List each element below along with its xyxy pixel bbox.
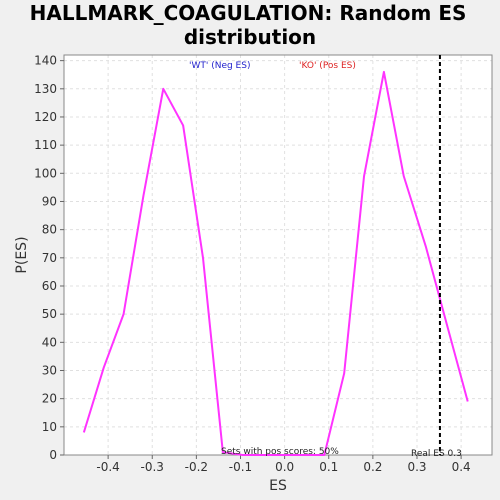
- x-tick-label: 0.4: [452, 460, 471, 474]
- x-tick-label: 0.1: [319, 460, 338, 474]
- y-axis-label: P(ES): [14, 236, 30, 273]
- legend-pos-es: 'KO' (Pos ES): [299, 61, 356, 71]
- y-tick-label: 80: [42, 223, 57, 237]
- x-tick-label: -0.2: [185, 460, 208, 474]
- grid: [64, 55, 492, 456]
- y-tick-label: 100: [34, 166, 57, 180]
- y-tick-label: 110: [34, 138, 57, 152]
- y-tick-label: 120: [34, 110, 57, 124]
- x-tick-label: 0.0: [275, 460, 294, 474]
- y-tick-label: 60: [42, 279, 57, 293]
- y-tick-label: 140: [34, 54, 57, 68]
- x-tick-label: -0.4: [96, 460, 119, 474]
- chart-title-line2: distribution: [184, 25, 316, 49]
- legend-neg-es: 'WT' (Neg ES): [189, 61, 250, 71]
- x-tick-label: 0.3: [407, 460, 426, 474]
- x-axis-label: ES: [269, 478, 287, 494]
- y-tick-label: 20: [42, 392, 57, 406]
- y-tick-label: 40: [42, 335, 57, 349]
- x-tick-label: 0.2: [363, 460, 382, 474]
- y-tick-label: 0: [49, 448, 57, 462]
- series-layer: [82, 70, 469, 456]
- x-tick-label: -0.3: [141, 460, 164, 474]
- series-line: [82, 70, 469, 456]
- plot-area: [64, 55, 492, 455]
- y-tick-label: 30: [42, 363, 57, 377]
- y-tick-label: 90: [42, 194, 57, 208]
- chart-title-line1: HALLMARK_COAGULATION: Random ES: [30, 1, 467, 25]
- x-tick-label: -0.1: [229, 460, 252, 474]
- real-es-label: Real ES 0.3: [411, 449, 462, 459]
- y-tick-label: 70: [42, 251, 57, 265]
- axes: -0.4 -0.3 -0.2 -0.1 0.0 0.1 0.2 0.3 0.4 0 10 20 30 40…: [34, 54, 493, 474]
- y-tick-label: 10: [42, 420, 57, 434]
- y-tick-label: 130: [34, 82, 57, 96]
- pos-scores-note: Sets with pos scores: 50%: [221, 447, 339, 457]
- y-tick-label: 50: [42, 307, 57, 321]
